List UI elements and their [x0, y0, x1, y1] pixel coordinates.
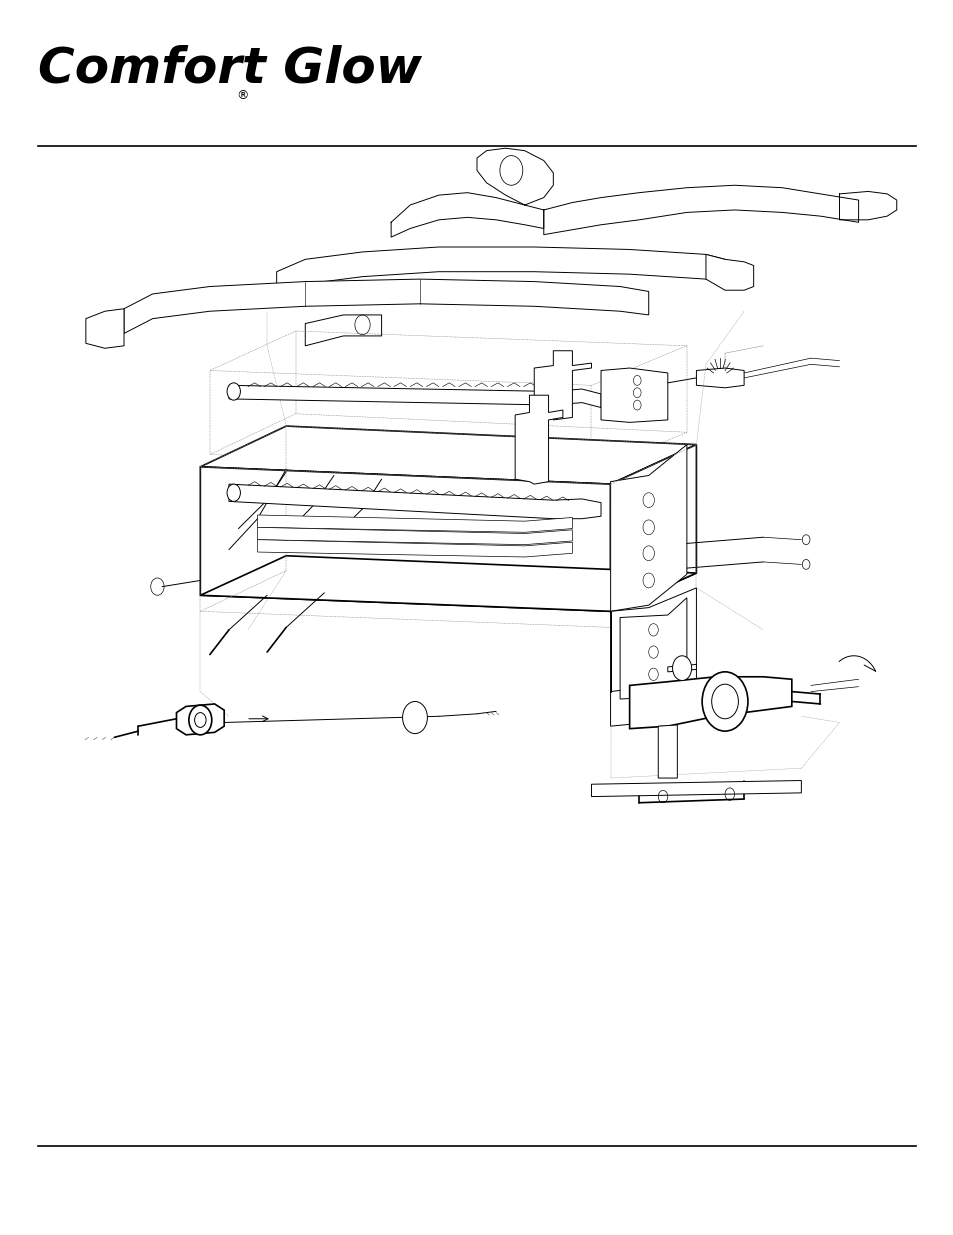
Polygon shape	[124, 279, 648, 333]
Polygon shape	[200, 467, 610, 611]
Polygon shape	[176, 704, 224, 735]
Circle shape	[227, 484, 240, 501]
Polygon shape	[534, 351, 591, 420]
Polygon shape	[200, 426, 696, 484]
Polygon shape	[229, 484, 600, 519]
Polygon shape	[705, 254, 753, 290]
Polygon shape	[276, 247, 724, 294]
Polygon shape	[600, 368, 667, 422]
Polygon shape	[610, 588, 696, 726]
Circle shape	[189, 705, 212, 735]
Polygon shape	[229, 385, 600, 408]
Polygon shape	[696, 368, 743, 388]
Circle shape	[227, 383, 240, 400]
Polygon shape	[667, 664, 696, 672]
Polygon shape	[610, 445, 686, 611]
Polygon shape	[257, 515, 572, 532]
Polygon shape	[257, 540, 572, 557]
Circle shape	[701, 672, 747, 731]
Polygon shape	[591, 781, 801, 797]
Polygon shape	[257, 527, 572, 545]
Polygon shape	[629, 677, 791, 729]
Polygon shape	[658, 725, 677, 778]
Circle shape	[672, 656, 691, 680]
Polygon shape	[200, 556, 696, 611]
Polygon shape	[305, 315, 381, 346]
Polygon shape	[515, 395, 562, 484]
Circle shape	[402, 701, 427, 734]
Text: Comfort Glow: Comfort Glow	[38, 44, 422, 93]
Polygon shape	[86, 309, 124, 348]
Text: ®: ®	[236, 89, 249, 103]
Polygon shape	[619, 598, 686, 699]
Polygon shape	[610, 445, 696, 611]
